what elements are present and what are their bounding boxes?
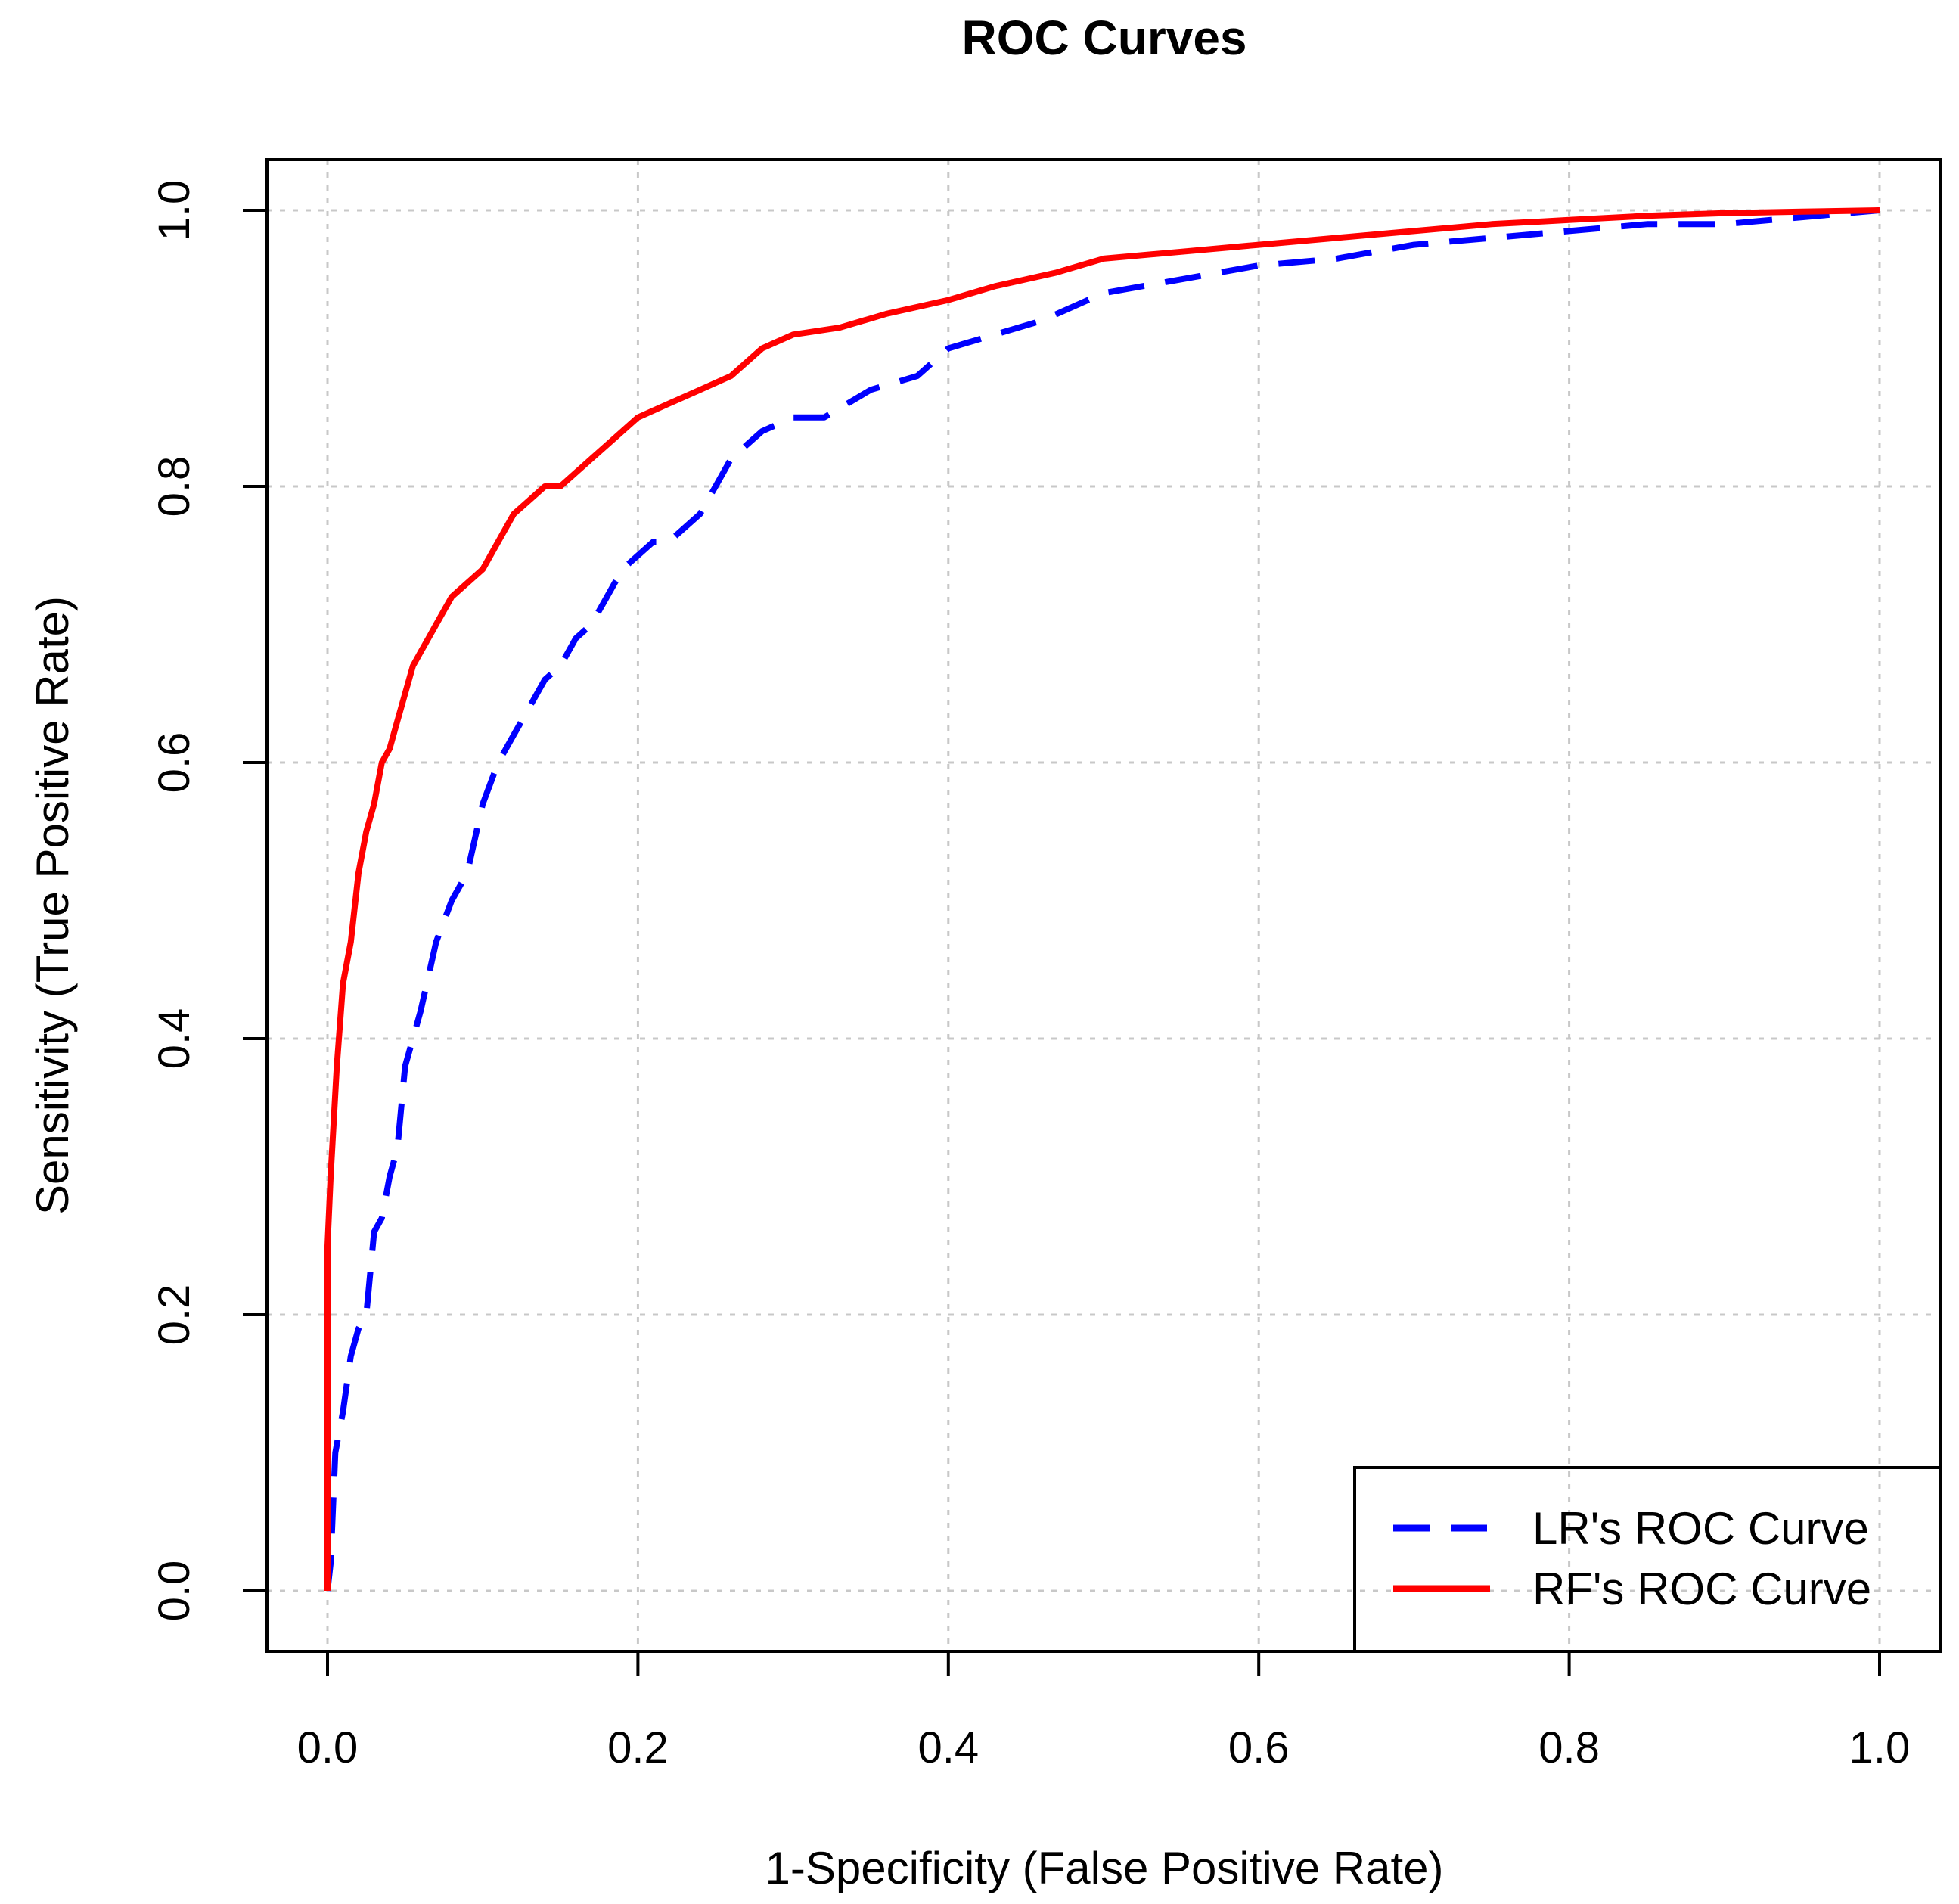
plot-frame (265, 158, 1942, 1653)
x-tick-label-1: 0.2 (607, 1723, 669, 1772)
series-layer (324, 207, 1880, 1592)
legend-label-lr: LR's ROC Curve (1532, 1503, 1869, 1554)
y-tick-label-1: 0.2 (150, 1284, 199, 1346)
grid-lines (267, 160, 1940, 1651)
x-tick-label-4: 0.8 (1538, 1723, 1600, 1772)
y-tick-label-2: 0.4 (150, 1008, 199, 1070)
legend-label-rf: RF's ROC Curve (1532, 1564, 1871, 1614)
y-axis: 0.0 0.2 0.4 0.6 0.8 1.0 (150, 180, 267, 1622)
x-tick-label-5: 1.0 (1849, 1723, 1911, 1772)
y-tick-label-0: 0.0 (150, 1561, 199, 1622)
x-axis: 0.0 0.2 0.4 0.6 0.8 1.0 (297, 1651, 1911, 1772)
y-tick-label-3: 0.6 (150, 732, 199, 794)
y-tick-label-4: 0.8 (150, 456, 199, 517)
x-tick-label-3: 0.6 (1228, 1723, 1290, 1772)
series-line-rf (324, 207, 1880, 1591)
x-tick-label-2: 0.4 (917, 1723, 979, 1772)
series-line-lr (324, 207, 1880, 1592)
x-axis-label: 1-Specificity (False Positive Rate) (765, 1843, 1444, 1893)
legend: LR's ROC Curve RF's ROC Curve (1353, 1466, 1942, 1653)
y-tick-label-5: 1.0 (150, 180, 199, 241)
y-axis-label: Sensitivity (True Positive Rate) (27, 596, 78, 1215)
x-tick-label-0: 0.0 (297, 1723, 359, 1772)
chart-title: ROC Curves (962, 11, 1247, 65)
legend-box (1353, 1466, 1942, 1653)
